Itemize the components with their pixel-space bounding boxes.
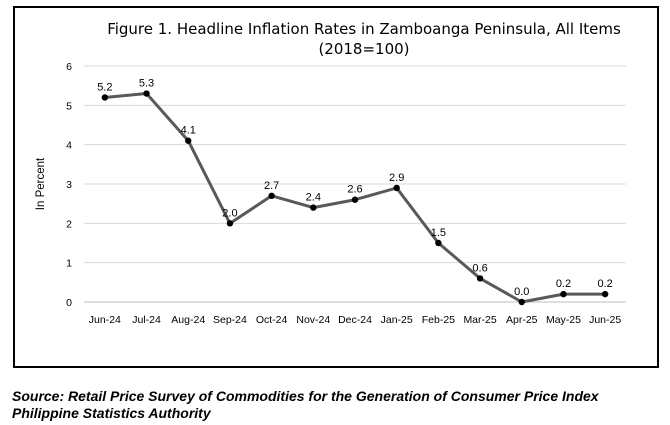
data-point [226, 220, 234, 227]
data-point [560, 290, 567, 298]
data-point [601, 290, 609, 298]
data-label: 2.7 [264, 180, 279, 192]
y-tick-label: 5 [66, 100, 72, 112]
data-label: 2.6 [347, 184, 362, 196]
data-label: 0.6 [472, 262, 487, 274]
data-point [185, 137, 192, 144]
x-tick-label: Apr-25 [506, 314, 538, 326]
data-label: 2.0 [222, 207, 237, 219]
x-tick-label: Aug-24 [171, 314, 205, 326]
data-point [143, 90, 150, 97]
source-line-1: Source: Retail Price Survey of Commoditi… [12, 388, 599, 404]
x-tick-label: Dec-24 [338, 314, 372, 326]
data-label: 1.5 [431, 227, 446, 239]
data-label: 5.3 [139, 78, 154, 90]
data-label: 0.2 [556, 278, 571, 290]
data-point [518, 298, 525, 306]
gridlines [84, 65, 626, 264]
y-tick-label: 4 [66, 140, 72, 152]
x-tick-label: Nov-24 [296, 314, 330, 326]
data-label: 4.1 [181, 125, 196, 137]
line-chart: Figure 1. Headline Inflation Rates in Za… [35, 20, 626, 326]
data-point [393, 184, 400, 192]
y-tick-label: 0 [66, 297, 72, 309]
source-note: Source: Retail Price Survey of Commoditi… [12, 388, 662, 422]
data-point [435, 239, 442, 247]
x-tick-label: Jun-25 [589, 314, 621, 326]
x-tick-label: Jun-24 [89, 314, 121, 326]
data-point [268, 192, 275, 199]
data-label: 0.0 [514, 286, 529, 298]
chart-title: Figure 1. Headline Inflation Rates in Za… [107, 20, 621, 38]
x-tick-label: May-25 [546, 314, 581, 326]
data-point [101, 94, 109, 101]
data-point [476, 275, 484, 282]
data-label: 5.2 [97, 81, 112, 93]
source-line-2: Philippine Statistics Authority [12, 405, 211, 421]
chart-subtitle: (2018=100) [318, 40, 409, 58]
data-label: 2.4 [306, 192, 321, 204]
data-label: 0.2 [598, 278, 613, 290]
data-point [310, 204, 317, 211]
x-tick-label: Sep-24 [213, 314, 247, 326]
x-tick-label: Feb-25 [422, 314, 455, 326]
x-tick-label: Mar-25 [463, 314, 496, 326]
y-tick-label: 1 [66, 258, 72, 270]
series-inflation [101, 90, 609, 306]
data-label: 2.9 [389, 172, 404, 184]
chart-frame: Figure 1. Headline Inflation Rates in Za… [13, 6, 659, 368]
y-tick-label: 3 [66, 179, 72, 191]
y-axis-label: In Percent [35, 157, 47, 210]
axes: 0 1 2 3 4 5 6 Jun-24 Jul-24 Aug-24 Sep-24 Oct-24 Nov… [66, 61, 626, 326]
y-tick-label: 6 [66, 61, 72, 73]
x-tick-label: Jul-24 [132, 314, 161, 326]
x-tick-label: Oct-24 [256, 314, 288, 326]
x-tick-label: Jan-25 [381, 314, 413, 326]
y-tick-label: 2 [66, 218, 72, 230]
data-labels: 5.2 5.3 4.1 2.0 2.7 2.4 2.6 2.9 1.5 0.6 0.0 0.2 0.2 [97, 78, 613, 298]
data-point [351, 196, 359, 203]
